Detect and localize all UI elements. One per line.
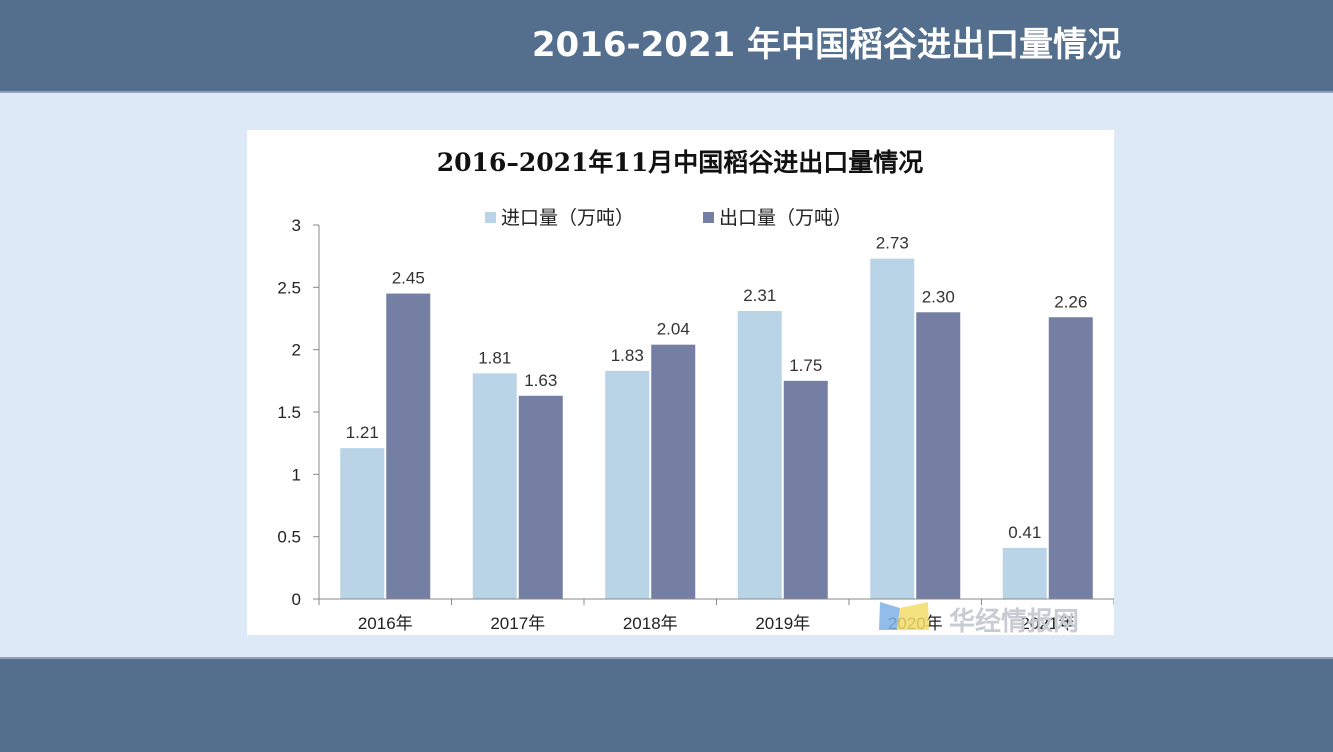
- bar-import-1: [472, 373, 517, 599]
- bar-export-1: [518, 395, 563, 599]
- value-label-export-4: 2.30: [922, 287, 955, 306]
- value-label-export-5: 2.26: [1054, 292, 1087, 311]
- bar-export-4: [916, 312, 961, 599]
- y-tick-label-0: 0: [292, 590, 301, 609]
- x-tick-label-5: 2021年: [1020, 614, 1075, 633]
- bar-import-3: [737, 311, 782, 599]
- value-label-export-1: 1.63: [524, 371, 557, 390]
- y-tick-label-2: 1: [292, 465, 301, 484]
- bar-import-4: [870, 258, 915, 599]
- bar-import-0: [340, 448, 385, 599]
- value-label-import-3: 2.31: [743, 286, 776, 305]
- bar-export-5: [1048, 317, 1093, 599]
- value-label-import-2: 1.83: [611, 346, 644, 365]
- value-label-export-2: 2.04: [657, 320, 690, 339]
- watermark-text: 华经情报网: [949, 606, 1079, 635]
- title-band: [0, 0, 1333, 93]
- y-tick-label-1: 0.5: [277, 528, 301, 547]
- bar-export-2: [651, 344, 696, 599]
- watermark: 华经情报网: [879, 602, 1079, 635]
- value-label-import-4: 2.73: [876, 234, 909, 253]
- x-tick-label-2: 2018年: [623, 614, 678, 633]
- footer-band: [0, 657, 1333, 752]
- bar-export-3: [783, 380, 828, 599]
- value-label-import-1: 1.81: [478, 348, 511, 367]
- slide-title: 2016-2021 年中国稻谷进出口量情况: [531, 25, 1122, 65]
- chart-title: 2016–2021年11月中国稻谷进出口量情况: [437, 148, 923, 177]
- value-label-import-0: 1.21: [346, 423, 379, 442]
- value-label-export-3: 1.75: [789, 356, 822, 375]
- bar-export-0: [386, 293, 431, 599]
- y-tick-label-3: 1.5: [277, 403, 301, 422]
- x-tick-label-1: 2017年: [490, 614, 545, 633]
- watermark-logo-icon: [879, 602, 900, 630]
- bar-import-2: [605, 370, 650, 599]
- bar-chart: 2016–2021年11月中国稻谷进出口量情况 进口量（万吨） 出口量（万吨） …: [277, 148, 1114, 635]
- y-tick-label-5: 2.5: [277, 278, 301, 297]
- bar-import-5: [1002, 547, 1047, 599]
- y-tick-label-6: 3: [292, 216, 301, 235]
- bars-layer: 1.21 2.45 1.81 1.63 1.83 2.04 2.31 1.75 2.73 2.30…: [340, 234, 1093, 599]
- legend-label-import: 进口量（万吨）: [501, 207, 634, 229]
- x-tick-label-3: 2019年: [755, 614, 810, 633]
- legend-label-export: 出口量（万吨）: [719, 207, 852, 229]
- legend-swatch-export: [703, 212, 714, 223]
- x-tick-label-0: 2016年: [358, 614, 413, 633]
- chart-panel: 2016–2021年11月中国稻谷进出口量情况 进口量（万吨） 出口量（万吨） …: [247, 130, 1114, 635]
- legend-swatch-import: [485, 212, 496, 223]
- y-tick-label-4: 2: [292, 341, 301, 360]
- value-label-export-0: 2.45: [392, 269, 425, 288]
- value-label-import-5: 0.41: [1008, 523, 1041, 542]
